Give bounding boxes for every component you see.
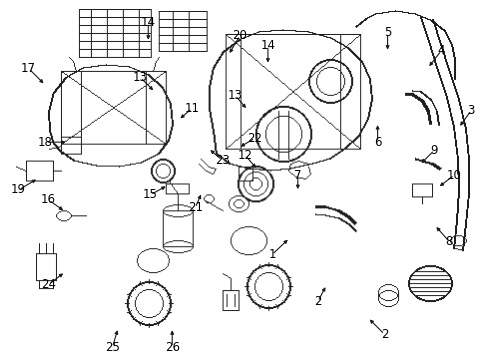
- Text: 21: 21: [187, 201, 202, 215]
- Text: 13: 13: [227, 89, 242, 102]
- Text: 15: 15: [142, 188, 158, 202]
- Text: 14: 14: [141, 16, 156, 29]
- Text: 18: 18: [38, 136, 53, 149]
- Text: 23: 23: [214, 154, 229, 167]
- Text: 24: 24: [41, 278, 56, 291]
- Text: 2: 2: [380, 328, 387, 341]
- Text: 10: 10: [446, 168, 461, 181]
- Text: 14: 14: [260, 39, 275, 52]
- Text: 17: 17: [21, 62, 36, 75]
- Text: 16: 16: [41, 193, 56, 206]
- Text: 11: 11: [184, 102, 199, 115]
- Text: 22: 22: [247, 132, 262, 145]
- Text: 25: 25: [105, 341, 120, 354]
- Text: 19: 19: [11, 184, 26, 197]
- Text: 6: 6: [373, 136, 381, 149]
- Text: 5: 5: [383, 26, 390, 39]
- Text: 9: 9: [430, 144, 437, 157]
- Text: 7: 7: [293, 168, 301, 181]
- Text: 8: 8: [445, 235, 452, 248]
- Text: 12: 12: [237, 149, 252, 162]
- Text: 13: 13: [133, 71, 147, 84]
- Text: 1: 1: [267, 248, 275, 261]
- Text: 20: 20: [232, 29, 247, 42]
- Text: 4: 4: [437, 44, 444, 57]
- Text: 3: 3: [467, 104, 474, 117]
- Text: 26: 26: [164, 341, 179, 354]
- Text: 2: 2: [313, 295, 321, 308]
